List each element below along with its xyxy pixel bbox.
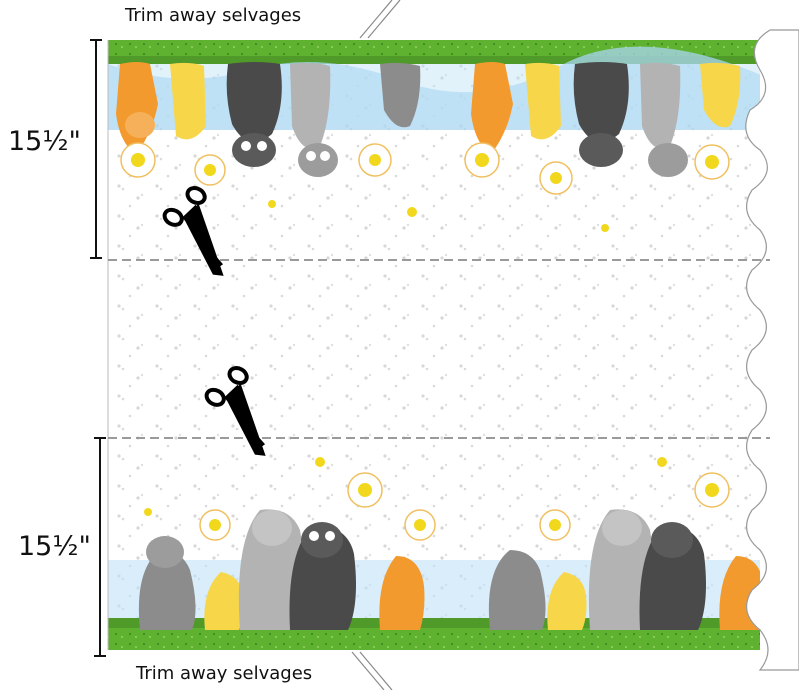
top-trim-caption: Trim away selvages bbox=[125, 5, 302, 26]
fabric-panel bbox=[108, 40, 760, 650]
hanging-cat-group-right bbox=[471, 62, 741, 177]
top-measure-bracket bbox=[90, 39, 102, 259]
scissors-icon bbox=[162, 186, 224, 276]
top-border-measurement: 15½" bbox=[8, 126, 81, 157]
top-border-print bbox=[108, 40, 760, 232]
sitting-cat-group-left bbox=[138, 509, 425, 630]
bottom-border-measurement: 15½" bbox=[18, 531, 91, 562]
fold-lines bbox=[351, 0, 401, 690]
daisies-top bbox=[120, 142, 730, 232]
bottom-measure-bracket bbox=[94, 437, 106, 657]
fabric-torn-edge bbox=[745, 29, 799, 671]
daisies-bottom bbox=[144, 457, 730, 541]
bottom-border-print bbox=[108, 457, 760, 650]
scissors-icon bbox=[204, 366, 266, 456]
hanging-cat-group-left bbox=[116, 62, 421, 177]
sitting-cat-group-right bbox=[488, 509, 760, 630]
bottom-trim-caption: Trim away selvages bbox=[136, 663, 313, 684]
